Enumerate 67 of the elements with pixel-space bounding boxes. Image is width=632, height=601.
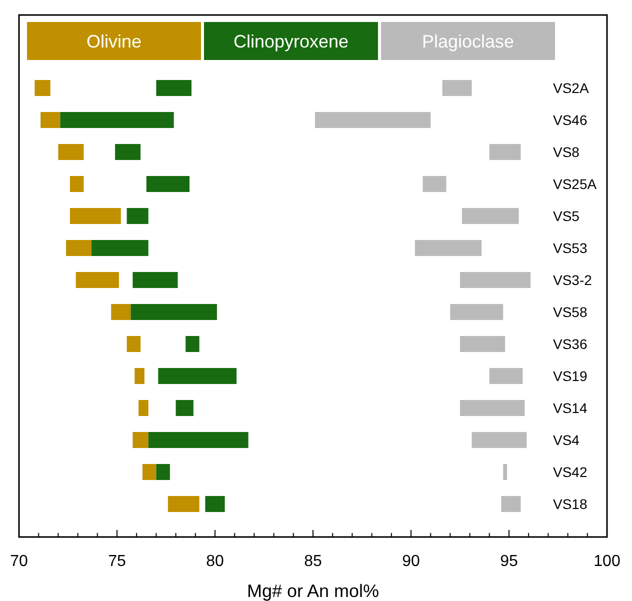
bar bbox=[134, 368, 144, 384]
text: Olivine bbox=[86, 31, 142, 52]
bar bbox=[156, 80, 192, 96]
bar bbox=[138, 400, 148, 416]
y-tick-label: VS36 bbox=[553, 336, 588, 352]
x-tick-label: 80 bbox=[206, 553, 224, 570]
y-tick-label: VS18 bbox=[553, 496, 588, 512]
bar bbox=[111, 304, 131, 320]
series-label: Plagioclase bbox=[422, 31, 514, 52]
x-tick-label: 75 bbox=[108, 553, 126, 570]
bar bbox=[132, 272, 178, 288]
bar bbox=[462, 208, 519, 224]
bar bbox=[489, 368, 523, 384]
y-tick-label: VS3-2 bbox=[553, 272, 592, 288]
y-tick-label: VS25A bbox=[553, 176, 598, 192]
x-tick-label: 100 bbox=[594, 553, 620, 570]
y-tick-label: VS46 bbox=[553, 112, 588, 128]
bar bbox=[92, 240, 148, 256]
bar bbox=[422, 176, 446, 192]
x-tick-label: 70 bbox=[10, 553, 28, 570]
bar bbox=[115, 144, 141, 160]
y-tick-label: VS58 bbox=[553, 304, 588, 320]
bar bbox=[58, 144, 84, 160]
bar bbox=[70, 176, 84, 192]
y-tick-label: VS5 bbox=[553, 208, 580, 224]
bar bbox=[142, 464, 156, 480]
bar bbox=[460, 400, 525, 416]
bar bbox=[148, 432, 248, 448]
text: Clinopyroxene bbox=[233, 31, 349, 52]
y-tick-label: VS14 bbox=[553, 400, 588, 416]
bar bbox=[130, 304, 217, 320]
bar bbox=[60, 112, 174, 128]
bar bbox=[158, 368, 237, 384]
bar bbox=[34, 80, 50, 96]
bar bbox=[314, 112, 431, 128]
y-tick-label: VS4 bbox=[553, 432, 580, 448]
bar bbox=[460, 336, 506, 352]
bar bbox=[205, 496, 225, 512]
bar bbox=[168, 496, 200, 512]
bar bbox=[414, 240, 482, 256]
bar bbox=[66, 240, 92, 256]
bar bbox=[489, 144, 521, 160]
x-tick-label: 95 bbox=[500, 553, 518, 570]
bar bbox=[501, 496, 521, 512]
bar bbox=[132, 432, 148, 448]
bar bbox=[76, 272, 119, 288]
y-tick-label: VS53 bbox=[553, 240, 588, 256]
bar bbox=[146, 176, 190, 192]
bar bbox=[503, 464, 508, 480]
bar bbox=[450, 304, 504, 320]
bar bbox=[40, 112, 60, 128]
y-tick-label: VS8 bbox=[553, 144, 580, 160]
bar bbox=[156, 464, 170, 480]
bar bbox=[126, 336, 141, 352]
x-tick-label: 90 bbox=[402, 553, 420, 570]
y-tick-label: VS42 bbox=[553, 464, 588, 480]
y-tick-label: VS19 bbox=[553, 368, 588, 384]
bar bbox=[176, 400, 194, 416]
bar bbox=[460, 272, 531, 288]
bar bbox=[126, 208, 148, 224]
bar bbox=[70, 208, 121, 224]
bar bbox=[472, 432, 527, 448]
x-tick-label: 85 bbox=[304, 553, 322, 570]
bar bbox=[442, 80, 472, 96]
bar bbox=[186, 336, 200, 352]
y-tick-label: VS2A bbox=[553, 80, 590, 96]
x-axis-title: Mg# or An mol% bbox=[246, 581, 380, 601]
